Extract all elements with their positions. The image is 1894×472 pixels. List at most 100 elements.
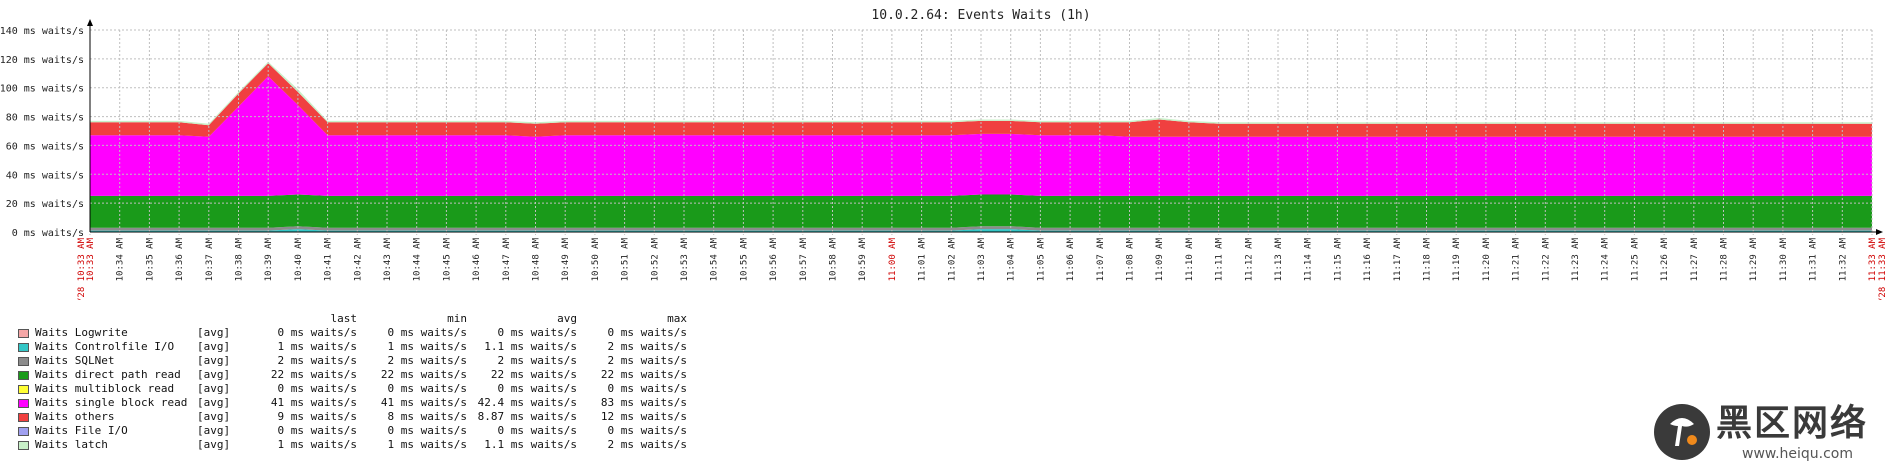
legend-row: Waits latch [avg] 1 ms waits/s 1 ms waits/s…	[18, 438, 687, 452]
chart-title: 10.0.2.64: Events Waits (1h)	[871, 8, 1090, 23]
x-tick-label: 11:29 AM	[1749, 237, 1759, 281]
watermark-brand: 黑区网络	[1716, 403, 1869, 444]
x-tick-label: 10:37 AM	[205, 237, 215, 281]
x-tick-label: 10:34 AM	[116, 237, 126, 281]
x-tick-label: 10:59 AM	[858, 237, 868, 281]
x-tick-label: 11:17 AM	[1393, 237, 1403, 281]
x-tick-label: 11:24 AM	[1601, 237, 1611, 281]
brand-logo-icon	[1654, 404, 1710, 460]
legend-avg: 42.4 ms waits/s	[477, 396, 577, 409]
legend-func: [avg]	[197, 410, 231, 423]
legend-func: [avg]	[197, 382, 231, 395]
legend-last: 22 ms waits/s	[270, 368, 357, 381]
legend-max: 12 ms waits/s	[600, 410, 687, 423]
watermark-url: www.heiqu.com	[1742, 446, 1854, 462]
y-tick-label: 120 ms waits/s	[0, 55, 84, 66]
legend-avg: 22 ms waits/s	[490, 368, 577, 381]
x-tick-label: 10:53 AM	[680, 237, 690, 281]
x-tick-label: 11:13 AM	[1274, 237, 1284, 281]
legend-row: Waits File I/O [avg] 0 ms waits/s 0 ms wait…	[18, 424, 687, 438]
x-tick-label: 11:22 AM	[1541, 237, 1551, 281]
legend-row: Waits single block read [avg] 41 ms waits/…	[18, 396, 687, 410]
y-tick-label: 40 ms waits/s	[6, 170, 84, 181]
x-tick-label: 10:46 AM	[472, 237, 482, 281]
legend-series-name: Waits latch	[35, 438, 108, 451]
legend-min: 2 ms waits/s	[387, 354, 467, 367]
x-tick-label: 11:07 AM	[1096, 237, 1106, 281]
legend-func: [avg]	[197, 424, 231, 437]
x-tick-label: 10:50 AM	[591, 237, 601, 281]
legend-series-name: Waits direct path read	[35, 368, 181, 381]
legend-func: [avg]	[197, 368, 231, 381]
x-tick-label: 10:43 AM	[383, 237, 393, 281]
x-tick-label: 11:14 AM	[1304, 237, 1314, 281]
legend-last: 1 ms waits/s	[277, 340, 357, 353]
x-tick-label: 11:05 AM	[1036, 237, 1046, 281]
legend-avg: 0 ms waits/s	[497, 424, 577, 437]
legend-avg: 8.87 ms waits/s	[477, 410, 577, 423]
x-tick-label: 11:02 AM	[947, 237, 957, 281]
legend-series-name: Waits Logwrite	[35, 326, 128, 339]
x-tick-label: 10:41 AM	[324, 237, 334, 281]
x-tick-label: 11:25 AM	[1630, 237, 1640, 281]
y-tick-label: 140 ms waits/s	[0, 26, 84, 37]
x-tick-label: 10:48 AM	[532, 237, 542, 281]
legend-max: 22 ms waits/s	[600, 368, 687, 381]
legend-swatch	[18, 426, 29, 436]
chart-area: 10.0.2.64: Events Waits (1h) 0 ms waits/s…	[0, 8, 1888, 300]
x-tick-label: 10:33 AM	[86, 237, 96, 281]
x-tick-label: 10:57 AM	[799, 237, 809, 281]
legend-col-max: max	[667, 312, 687, 325]
legend-avg: 1.1 ms waits/s	[484, 438, 577, 451]
legend-series-name: Waits Controlfile I/O	[35, 340, 175, 353]
x-tick-label: 11:15 AM	[1333, 237, 1343, 281]
legend-min: 1 ms waits/s	[387, 340, 467, 353]
x-tick-label: 11:23 AM	[1571, 237, 1581, 281]
legend-last: 0 ms waits/s	[277, 382, 357, 395]
x-tick-label: 10:56 AM	[769, 237, 779, 281]
legend-max: 0 ms waits/s	[607, 382, 687, 395]
x-tick-label: 11:08 AM	[1126, 237, 1136, 281]
legend-avg: 2 ms waits/s	[497, 354, 577, 367]
x-axis-arrow-icon	[1876, 229, 1883, 235]
legend-col-last: last	[330, 312, 358, 325]
x-tick-label: 11:30 AM	[1779, 237, 1789, 281]
x-tick-label: 10:49 AM	[561, 237, 571, 281]
x-end-label: 09/28 11:33 AM	[1878, 237, 1888, 300]
y-tick-label: 20 ms waits/s	[6, 199, 84, 210]
series-area-2	[90, 226, 1872, 231]
x-tick-label: 10:44 AM	[413, 237, 423, 281]
legend-swatch	[18, 440, 29, 450]
legend-swatch	[18, 370, 29, 380]
series-area-5	[90, 76, 1872, 196]
y-tick-label: 80 ms waits/s	[6, 113, 84, 124]
legend-max: 2 ms waits/s	[607, 340, 687, 353]
legend-row: Waits Logwrite [avg] 0 ms waits/s 0 ms wait…	[18, 326, 687, 340]
watermark: 黑区网络 www.heiqu.com	[1652, 402, 1882, 466]
legend-swatch	[18, 412, 29, 422]
legend: last min avg max Waits Logwrite [avg] 0 ms…	[18, 312, 687, 452]
x-tick-label: 11:04 AM	[1007, 237, 1017, 281]
legend-max: 2 ms waits/s	[607, 438, 687, 451]
legend-last: 41 ms waits/s	[270, 396, 357, 409]
x-tick-label: 10:39 AM	[264, 237, 274, 281]
legend-min: 1 ms waits/s	[387, 438, 467, 451]
legend-col-avg: avg	[557, 312, 577, 325]
legend-row: Waits SQLNet [avg] 2 ms waits/s 2 ms waits/…	[18, 354, 687, 368]
legend-series-name: Waits others	[35, 410, 115, 423]
legend-swatch	[18, 328, 29, 338]
legend-header: last min avg max	[18, 312, 688, 326]
legend-avg: 0 ms waits/s	[497, 326, 577, 339]
x-tick-label: 11:11 AM	[1215, 237, 1225, 281]
x-tick-label: 10:47 AM	[502, 237, 512, 281]
legend-swatch	[18, 342, 29, 352]
legend-min: 41 ms waits/s	[380, 396, 467, 409]
x-tick-label: 10:45 AM	[442, 237, 452, 281]
x-tick-label: 11:31 AM	[1809, 237, 1819, 281]
x-tick-label: 11:06 AM	[1066, 237, 1076, 281]
x-tick-label: 10:54 AM	[710, 237, 720, 281]
x-tick-label: 10:42 AM	[353, 237, 363, 281]
legend-min: 0 ms waits/s	[387, 326, 467, 339]
legend-max: 2 ms waits/s	[607, 354, 687, 367]
legend-func: [avg]	[197, 438, 231, 451]
